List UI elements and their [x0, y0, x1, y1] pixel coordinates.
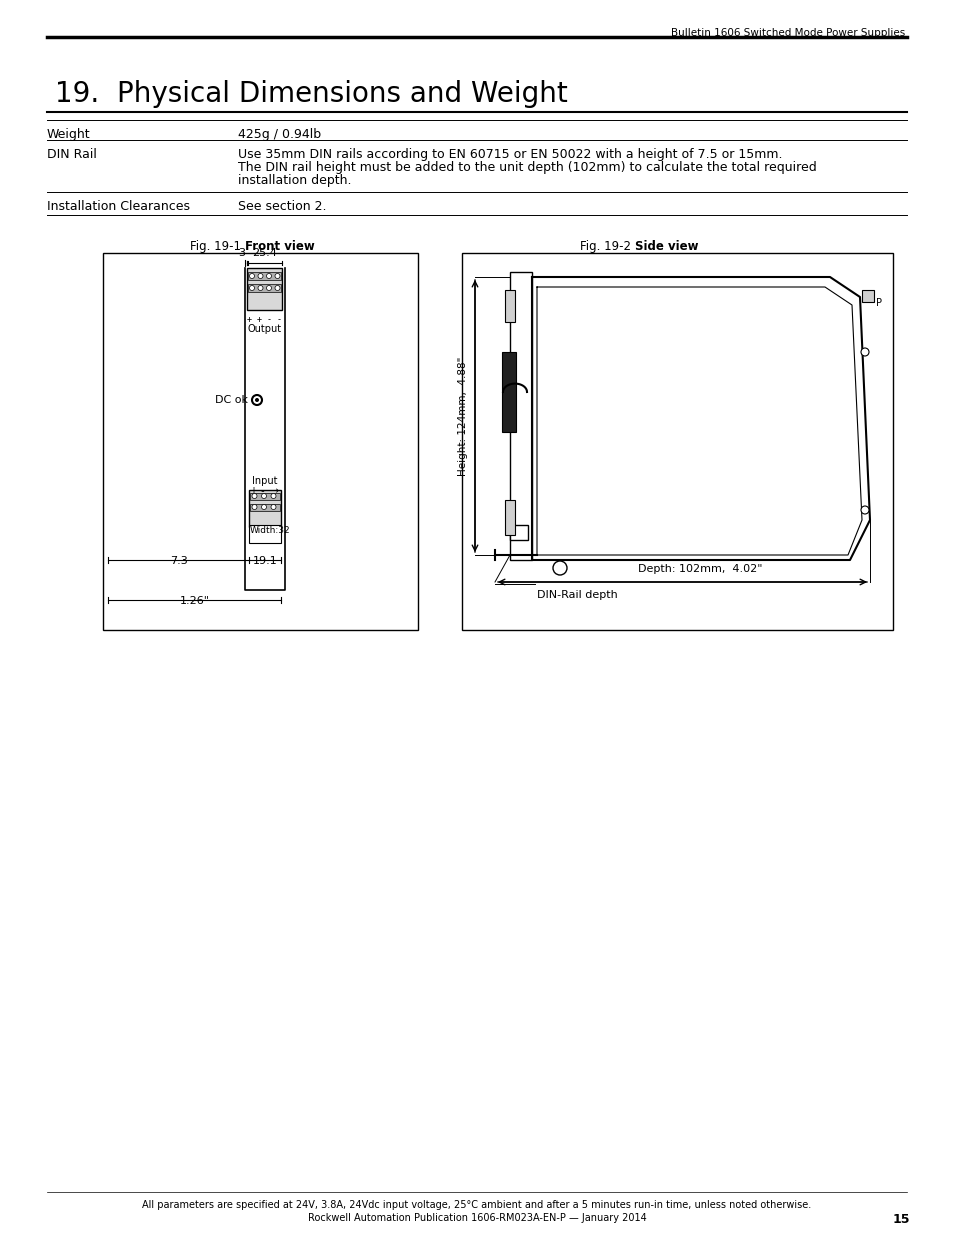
Text: Front view: Front view — [245, 240, 314, 253]
Circle shape — [861, 348, 868, 356]
Bar — [248, 284, 281, 291]
Circle shape — [271, 494, 275, 499]
Text: Installation Clearances: Installation Clearances — [47, 200, 190, 212]
Text: The DIN rail height must be added to the unit depth (102mm) to calculate the tot: The DIN rail height must be added to the… — [237, 161, 816, 174]
Circle shape — [861, 506, 868, 514]
Text: Weight: Weight — [47, 128, 91, 141]
Text: 19.1: 19.1 — [253, 556, 277, 566]
Text: installation depth.: installation depth. — [237, 174, 351, 186]
Circle shape — [274, 273, 280, 279]
Text: Output: Output — [247, 324, 281, 333]
Circle shape — [252, 494, 256, 499]
Text: 1.26": 1.26" — [179, 597, 210, 606]
Text: Side view: Side view — [635, 240, 698, 253]
Text: Depth: 102mm,  4.02": Depth: 102mm, 4.02" — [638, 564, 761, 574]
Text: P: P — [875, 298, 882, 308]
Text: + + - -: + + - - — [247, 315, 282, 324]
Text: Width:32: Width:32 — [250, 526, 291, 535]
Bar — [250, 493, 280, 500]
Circle shape — [266, 285, 272, 290]
Text: All parameters are specified at 24V, 3.8A, 24Vdc input voltage, 25°C ambient and: All parameters are specified at 24V, 3.8… — [142, 1200, 811, 1210]
Bar — [249, 490, 281, 527]
Text: 3: 3 — [237, 248, 245, 258]
Bar — [247, 268, 282, 310]
Bar — [504, 290, 515, 322]
Text: 425g / 0.94lb: 425g / 0.94lb — [237, 128, 321, 141]
Circle shape — [252, 505, 256, 510]
Bar — [510, 272, 532, 559]
Circle shape — [257, 273, 263, 279]
Bar — [504, 500, 515, 535]
Circle shape — [254, 398, 258, 403]
Text: Fig. 19-1: Fig. 19-1 — [190, 240, 248, 253]
Bar — [510, 525, 527, 540]
Text: DIN Rail: DIN Rail — [47, 148, 97, 161]
Text: + -  →: + - → — [251, 487, 279, 496]
Bar — [501, 352, 516, 432]
Text: DC ok: DC ok — [214, 395, 248, 405]
Circle shape — [266, 273, 272, 279]
Circle shape — [257, 285, 263, 290]
Circle shape — [261, 494, 266, 499]
Circle shape — [261, 505, 266, 510]
Bar — [248, 272, 281, 280]
Text: Height: 124mm,  4.88": Height: 124mm, 4.88" — [457, 357, 468, 475]
Text: Use 35mm DIN rails according to EN 60715 or EN 50022 with a height of 7.5 or 15m: Use 35mm DIN rails according to EN 60715… — [237, 148, 781, 161]
Circle shape — [271, 505, 275, 510]
Text: Input: Input — [252, 475, 277, 487]
Circle shape — [250, 285, 254, 290]
Text: 15: 15 — [892, 1213, 909, 1226]
Circle shape — [250, 273, 254, 279]
Bar — [862, 290, 873, 303]
Text: See section 2.: See section 2. — [237, 200, 326, 212]
Text: 19.  Physical Dimensions and Weight: 19. Physical Dimensions and Weight — [55, 80, 567, 107]
Bar — [103, 253, 417, 630]
Bar — [461, 253, 892, 630]
Circle shape — [252, 395, 262, 405]
Circle shape — [274, 285, 280, 290]
Text: 7.3: 7.3 — [170, 556, 187, 566]
Text: Fig. 19-2: Fig. 19-2 — [579, 240, 638, 253]
Circle shape — [553, 561, 566, 576]
Text: DIN-Rail depth: DIN-Rail depth — [537, 590, 618, 600]
Text: Bulletin 1606 Switched Mode Power Supplies: Bulletin 1606 Switched Mode Power Suppli… — [670, 28, 904, 38]
Bar — [249, 525, 281, 543]
Text: 25.4: 25.4 — [252, 248, 276, 258]
Bar — [250, 504, 280, 511]
Text: Rockwell Automation Publication 1606-RM023A-EN-P — January 2014: Rockwell Automation Publication 1606-RM0… — [307, 1213, 646, 1223]
